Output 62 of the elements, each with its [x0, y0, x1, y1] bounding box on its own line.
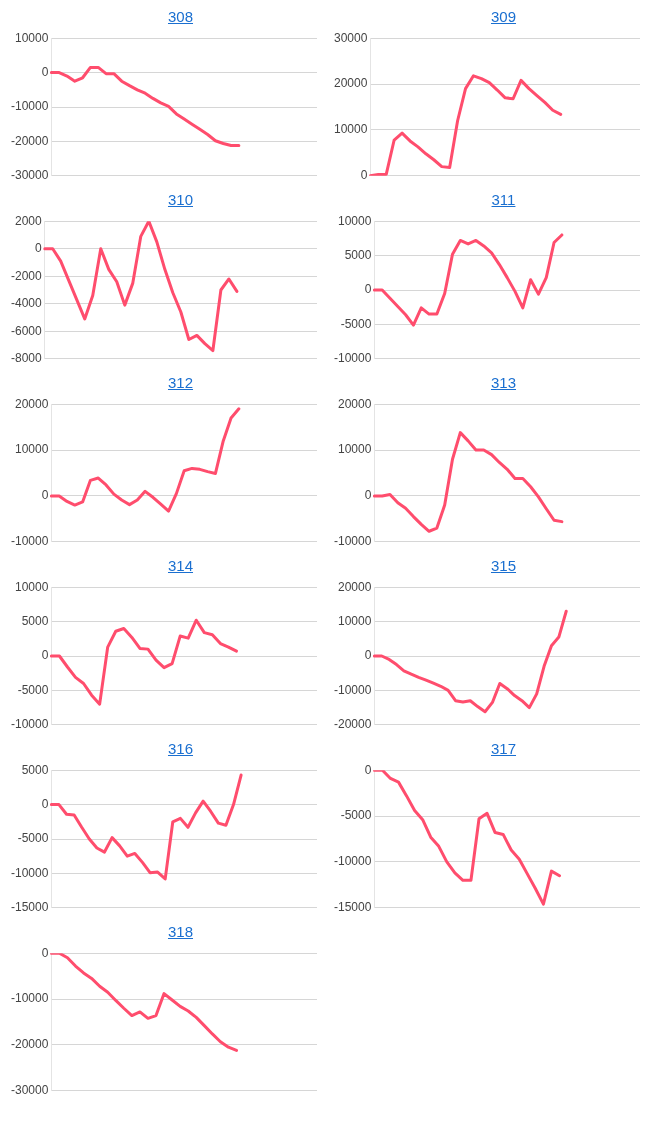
y-tick-label: 20000 — [337, 579, 372, 594]
y-tick-label: 0 — [41, 945, 49, 960]
y-tick-label: -10000 — [10, 534, 49, 549]
y-tick-label: 0 — [35, 241, 42, 256]
y-tick-label: 5000 — [21, 613, 49, 628]
y-tick-label: -6000 — [10, 323, 43, 338]
y-tick-label: -5000 — [340, 808, 372, 823]
y-tick-label: 10000 — [14, 579, 49, 594]
y-tick-label: 0 — [41, 648, 49, 663]
chart-title: 316 — [167, 740, 194, 759]
y-tick-label: 20000 — [337, 396, 372, 411]
y-tick-label: -20000 — [10, 133, 49, 148]
y-tick-label: 20000 — [333, 76, 368, 91]
y-tick-label: 10000 — [14, 30, 49, 45]
y-tick-label: 2000 — [14, 213, 43, 228]
y-tick-label: 10000 — [14, 442, 49, 457]
y-tick-label: 30000 — [333, 30, 368, 45]
chart-title: 308 — [167, 8, 194, 27]
y-tick-label: 0 — [41, 796, 49, 811]
chart-title: 311 — [490, 191, 517, 210]
y-tick-label: -10000 — [10, 99, 49, 114]
y-tick-label: 5000 — [21, 762, 49, 777]
chart-title: 313 — [490, 374, 517, 393]
y-tick-label: -15000 — [10, 900, 49, 915]
y-tick-label: -20000 — [10, 1037, 49, 1052]
chart-title: 309 — [490, 8, 517, 27]
y-tick-label: -4000 — [10, 296, 43, 311]
y-tick-label: -10000 — [333, 534, 372, 549]
y-tick-label: -8000 — [10, 351, 43, 366]
y-tick-label: -20000 — [333, 717, 372, 732]
y-tick-label: 0 — [364, 282, 372, 297]
y-tick-label: 0 — [360, 168, 368, 183]
y-tick-label: -10000 — [333, 682, 372, 697]
chart-title: 318 — [167, 923, 194, 942]
y-tick-label: -10000 — [333, 351, 372, 366]
y-tick-label: -15000 — [333, 900, 372, 915]
y-tick-label: -5000 — [17, 682, 49, 697]
y-tick-label: 0 — [364, 648, 372, 663]
y-tick-label: 0 — [41, 64, 49, 79]
y-tick-label: 10000 — [333, 122, 368, 137]
y-tick-label: -30000 — [10, 1083, 49, 1098]
chart-title: 312 — [167, 374, 194, 393]
y-tick-label: 5000 — [344, 247, 372, 262]
y-tick-label: -10000 — [10, 865, 49, 880]
y-tick-label: -10000 — [10, 991, 49, 1006]
y-tick-label: 10000 — [337, 213, 372, 228]
y-tick-label: -10000 — [333, 854, 372, 869]
y-tick-label: 0 — [41, 488, 49, 503]
chart-title: 314 — [167, 557, 194, 576]
chart-title: 315 — [490, 557, 517, 576]
y-tick-label: -30000 — [10, 168, 49, 183]
chart-title: 310 — [167, 191, 194, 210]
y-tick-label: 0 — [364, 488, 372, 503]
y-tick-label: 10000 — [337, 442, 372, 457]
y-tick-label: -2000 — [10, 268, 43, 283]
y-tick-label: 0 — [364, 762, 372, 777]
y-tick-label: -10000 — [10, 717, 49, 732]
y-tick-label: 10000 — [337, 613, 372, 628]
y-tick-label: -5000 — [340, 316, 372, 331]
chart-title: 317 — [490, 740, 517, 759]
y-tick-label: 20000 — [14, 396, 49, 411]
y-tick-label: -5000 — [17, 831, 49, 846]
